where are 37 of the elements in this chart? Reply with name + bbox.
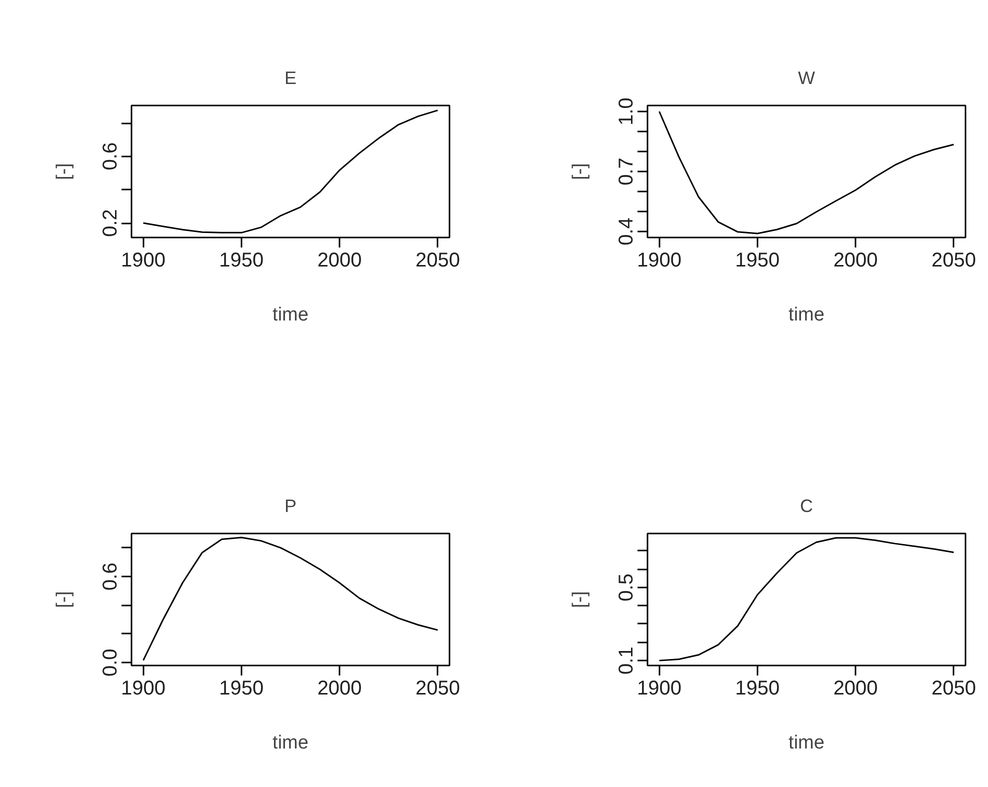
chart-title: W bbox=[798, 68, 816, 88]
chart-title: C bbox=[800, 496, 813, 516]
x-tick-label: 1950 bbox=[219, 250, 264, 272]
x-tick-label: 2050 bbox=[931, 250, 976, 272]
chart-title: P bbox=[284, 496, 297, 516]
y-axis-title: [-] bbox=[54, 163, 74, 180]
y-tick-label: 0.0 bbox=[100, 648, 122, 677]
x-tick-label: 2050 bbox=[415, 250, 460, 272]
x-axis-title: time bbox=[272, 732, 308, 754]
x-tick-label: 1900 bbox=[121, 250, 166, 272]
y-axis-title: [-] bbox=[54, 591, 74, 608]
x-axis-title: time bbox=[788, 732, 824, 754]
x-tick-label: 2000 bbox=[833, 678, 878, 700]
y-axis-title: [-] bbox=[570, 163, 590, 180]
x-tick-label: 1900 bbox=[637, 250, 682, 272]
x-tick-label: 1900 bbox=[637, 678, 682, 700]
x-tick-label: 2050 bbox=[415, 678, 460, 700]
x-tick-label: 1950 bbox=[735, 250, 780, 272]
y-tick-label: 0.2 bbox=[100, 209, 122, 237]
y-axis-title: [-] bbox=[570, 591, 590, 608]
chart-title: E bbox=[284, 68, 297, 88]
y-tick-label: 0.7 bbox=[616, 158, 638, 186]
x-tick-label: 1950 bbox=[219, 678, 264, 700]
y-tick-label: 0.5 bbox=[616, 574, 638, 602]
y-tick-label: 1.0 bbox=[616, 98, 638, 126]
x-axis-title: time bbox=[788, 304, 824, 326]
x-tick-label: 1900 bbox=[121, 678, 166, 700]
x-tick-label: 2000 bbox=[317, 678, 362, 700]
y-tick-label: 0.4 bbox=[616, 218, 638, 246]
y-tick-label: 0.6 bbox=[100, 562, 122, 590]
x-axis-title: time bbox=[272, 304, 308, 326]
y-tick-label: 0.1 bbox=[616, 646, 638, 674]
x-tick-label: 2000 bbox=[317, 250, 362, 272]
x-tick-label: 1950 bbox=[735, 678, 780, 700]
x-tick-label: 2050 bbox=[931, 678, 976, 700]
y-tick-label: 0.6 bbox=[100, 142, 122, 170]
x-tick-label: 2000 bbox=[833, 250, 878, 272]
